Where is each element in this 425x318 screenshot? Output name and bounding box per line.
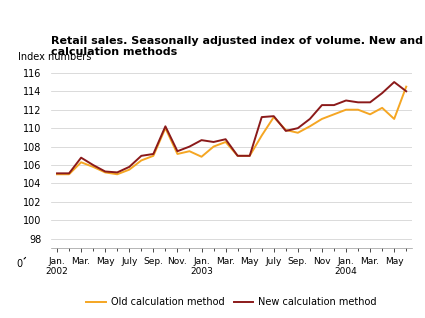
New calculation method <box>66 171 71 175</box>
Legend: Old calculation method, New calculation method: Old calculation method, New calculation … <box>82 294 381 311</box>
Old calculation method <box>66 172 71 176</box>
New calculation method <box>355 100 360 104</box>
New calculation method <box>235 154 240 158</box>
Old calculation method <box>319 117 324 121</box>
New calculation method <box>391 80 397 84</box>
Old calculation method <box>163 126 168 130</box>
Old calculation method <box>115 172 120 176</box>
New calculation method <box>115 170 120 174</box>
Line: Old calculation method: Old calculation method <box>57 87 406 174</box>
New calculation method <box>175 149 180 153</box>
Old calculation method <box>187 149 192 153</box>
Old calculation method <box>295 131 300 135</box>
New calculation method <box>343 99 348 102</box>
New calculation method <box>283 129 288 133</box>
New calculation method <box>380 91 385 95</box>
New calculation method <box>79 156 84 160</box>
Old calculation method <box>199 155 204 159</box>
New calculation method <box>54 171 60 175</box>
Old calculation method <box>259 134 264 137</box>
Old calculation method <box>391 117 397 121</box>
New calculation method <box>368 100 373 104</box>
New calculation method <box>187 145 192 149</box>
New calculation method <box>271 114 276 118</box>
New calculation method <box>127 165 132 169</box>
Old calculation method <box>79 160 84 164</box>
New calculation method <box>247 154 252 158</box>
New calculation method <box>151 152 156 156</box>
New calculation method <box>102 169 108 173</box>
New calculation method <box>199 138 204 142</box>
New calculation method <box>163 124 168 128</box>
Old calculation method <box>139 159 144 162</box>
Old calculation method <box>343 108 348 112</box>
New calculation method <box>295 126 300 130</box>
Old calculation method <box>271 115 276 119</box>
Old calculation method <box>211 145 216 149</box>
Old calculation method <box>283 128 288 132</box>
New calculation method <box>319 103 324 107</box>
Old calculation method <box>151 154 156 158</box>
Text: 0: 0 <box>16 259 22 269</box>
Old calculation method <box>332 113 337 116</box>
Old calculation method <box>380 106 385 110</box>
Text: Retail sales. Seasonally adjusted index of volume. New and old
calculation metho: Retail sales. Seasonally adjusted index … <box>51 36 425 57</box>
Old calculation method <box>247 154 252 158</box>
Old calculation method <box>307 124 312 128</box>
Old calculation method <box>175 152 180 156</box>
New calculation method <box>91 163 96 167</box>
Old calculation method <box>235 154 240 158</box>
New calculation method <box>211 140 216 144</box>
Line: New calculation method: New calculation method <box>57 82 406 173</box>
New calculation method <box>139 154 144 158</box>
Old calculation method <box>223 140 228 144</box>
Old calculation method <box>404 85 409 89</box>
New calculation method <box>307 117 312 121</box>
Old calculation method <box>368 113 373 116</box>
Old calculation method <box>91 165 96 169</box>
New calculation method <box>404 89 409 93</box>
New calculation method <box>259 115 264 119</box>
Old calculation method <box>54 172 60 176</box>
Old calculation method <box>102 170 108 174</box>
Old calculation method <box>127 168 132 172</box>
New calculation method <box>223 137 228 141</box>
Text: Index numbers: Index numbers <box>19 52 92 62</box>
Old calculation method <box>355 108 360 112</box>
New calculation method <box>332 103 337 107</box>
